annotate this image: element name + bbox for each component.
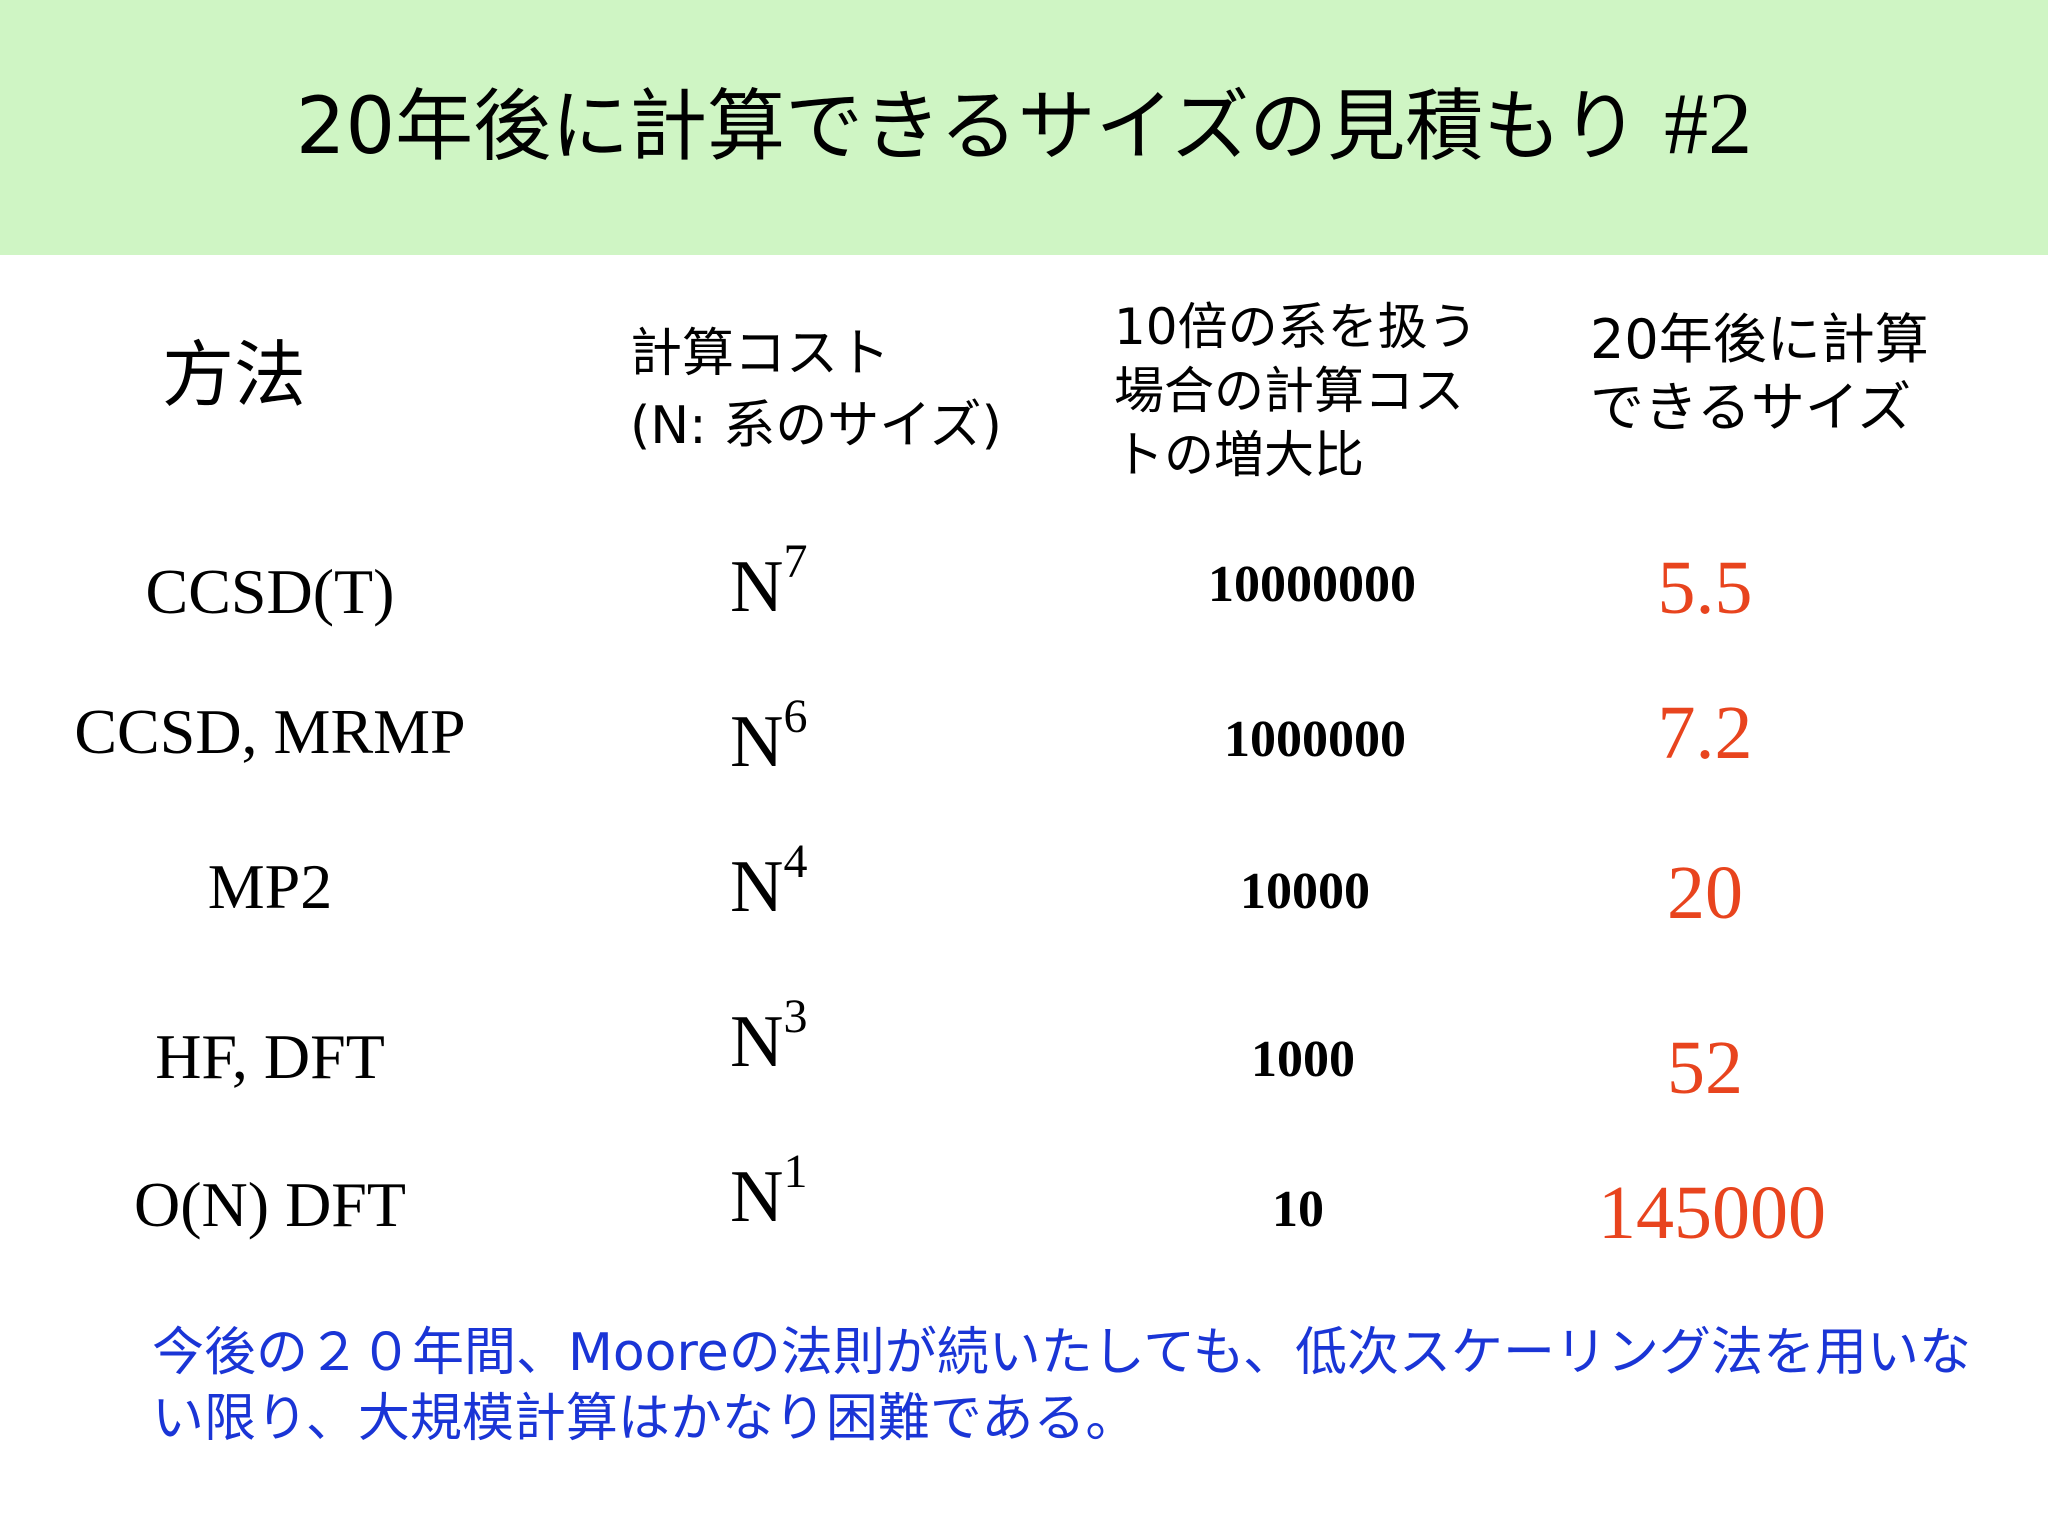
size-cell: 7.2 bbox=[1657, 691, 1753, 775]
ratio-cell: 10000 bbox=[1240, 863, 1370, 920]
method-cell: CCSD(T) bbox=[145, 556, 395, 627]
method-cell: O(N) DFT bbox=[134, 1169, 406, 1240]
ratio-cell: 10000000 bbox=[1208, 556, 1416, 613]
cost-base: N bbox=[730, 1001, 784, 1083]
cost-base: N bbox=[730, 546, 784, 628]
header-size: 20年後に計算 できるサイズ bbox=[1590, 308, 1929, 439]
cost-cell: N3 bbox=[730, 993, 807, 1085]
method-cell: HF, DFT bbox=[155, 1021, 385, 1092]
cost-exponent: 6 bbox=[783, 690, 808, 744]
header-method: 方法 bbox=[162, 333, 307, 417]
ratio-cell: 1000 bbox=[1251, 1031, 1355, 1088]
cost-base: N bbox=[730, 1156, 784, 1238]
cost-cell: N4 bbox=[730, 838, 807, 930]
size-cell: 20 bbox=[1667, 851, 1743, 935]
cost-cell: N1 bbox=[730, 1148, 807, 1240]
ratio-cell: 1000000 bbox=[1224, 711, 1406, 768]
method-cell: MP2 bbox=[207, 851, 333, 922]
size-cell: 5.5 bbox=[1657, 546, 1753, 630]
cost-exponent: 4 bbox=[783, 835, 808, 889]
title-main: 20年後に計算できるサイズの見積もり bbox=[295, 82, 1640, 172]
conclusion-note: 今後の２０年間、Mooreの法則が続いたしても、低次スケーリング法を用いない限り… bbox=[152, 1323, 1972, 1449]
size-cell: 145000 bbox=[1598, 1171, 1826, 1255]
header-ratio: 10倍の系を扱う 場合の計算コス トの増大比 bbox=[1114, 298, 1478, 484]
ratio-cell: 10 bbox=[1272, 1181, 1324, 1238]
header-cost: 計算コスト (N: 系のサイズ) bbox=[630, 324, 1002, 456]
size-cell: 52 bbox=[1667, 1026, 1743, 1110]
cost-exponent: 3 bbox=[783, 990, 808, 1044]
cost-cell: N6 bbox=[730, 693, 807, 785]
cost-base: N bbox=[730, 701, 784, 783]
cost-cell: N7 bbox=[730, 538, 807, 630]
cost-exponent: 1 bbox=[783, 1145, 808, 1199]
title-number: #2 bbox=[1664, 76, 1753, 173]
method-cell: CCSD, MRMP bbox=[74, 696, 466, 767]
slide-title: 20年後に計算できるサイズの見積もり #2 bbox=[0, 70, 2048, 182]
title-bar: 20年後に計算できるサイズの見積もり #2 bbox=[0, 0, 2048, 255]
cost-base: N bbox=[730, 846, 784, 928]
cost-exponent: 7 bbox=[783, 535, 808, 589]
